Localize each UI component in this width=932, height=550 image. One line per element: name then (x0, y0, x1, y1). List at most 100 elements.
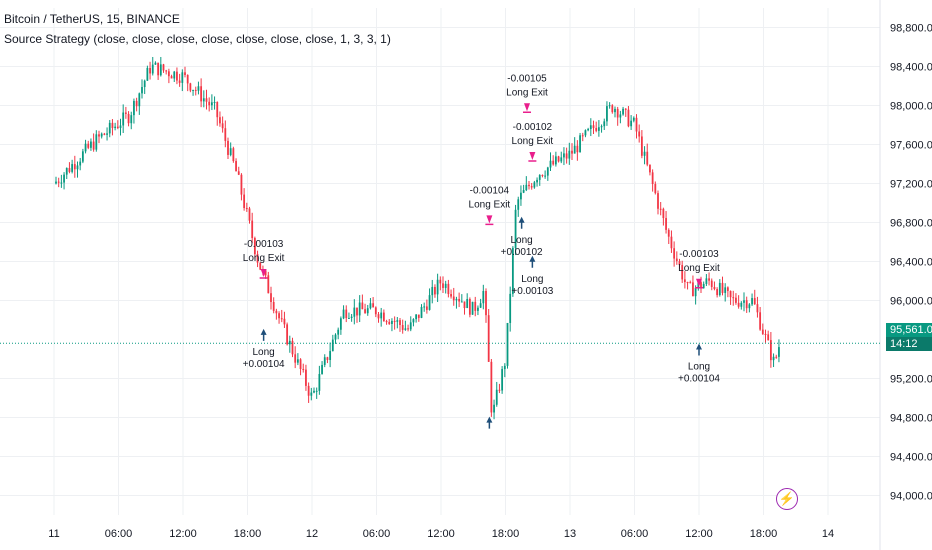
entry-arrow-icon (696, 343, 702, 350)
candle-body (554, 156, 557, 165)
y-tick-label: 98,400.00 (890, 62, 932, 74)
candle-body (189, 83, 192, 91)
candle-body (210, 102, 213, 106)
candle-body (587, 129, 590, 131)
candle-body (627, 109, 630, 127)
candle-body (557, 156, 560, 162)
candle-body (630, 120, 633, 127)
candle-body (237, 171, 240, 175)
candle-body (761, 329, 764, 334)
candle-body (716, 289, 719, 296)
candle-body (95, 134, 98, 150)
candle-body (675, 258, 678, 262)
candle-body (463, 301, 466, 309)
candle-body (748, 304, 751, 309)
current-price-label: 95,561.02 (886, 323, 932, 337)
exit-value: -0.00103 (244, 239, 284, 250)
candle-body (767, 334, 770, 341)
candle-body (240, 174, 243, 195)
candle-body (135, 100, 138, 107)
candle-body (98, 134, 100, 137)
entry-value: +0.00103 (511, 286, 553, 297)
candle-body (270, 293, 272, 303)
x-tick-label: 06:00 (363, 528, 391, 540)
candle-body (361, 302, 364, 310)
x-tick-label: 18:00 (750, 528, 778, 540)
y-tick-label: 96,800.00 (890, 218, 932, 230)
candle-body (439, 279, 442, 284)
candle-body (606, 106, 608, 122)
candle-body (87, 143, 90, 148)
candle-body (73, 164, 76, 170)
candle-body (119, 125, 122, 129)
candle-body (724, 287, 727, 293)
candle-body (528, 184, 530, 187)
candle-body (111, 122, 114, 129)
candle-body (323, 357, 326, 365)
entry-label: Long (521, 274, 543, 285)
candle-body (665, 218, 667, 230)
candle-body (366, 308, 369, 314)
candle-body (245, 208, 248, 210)
candle-body (643, 151, 646, 156)
candle-body (318, 373, 321, 391)
candle-body (71, 164, 74, 172)
candle-body (458, 298, 461, 302)
candle-body (68, 168, 71, 172)
candle-body (63, 174, 65, 183)
exit-value: -0.00104 (470, 185, 510, 196)
candle-body (337, 329, 340, 335)
exit-label: Long Exit (512, 136, 554, 147)
candle-body (667, 229, 670, 237)
candle-body (517, 199, 520, 210)
candle-body (597, 127, 600, 131)
exit-arrow-icon (529, 152, 536, 160)
candle-body (296, 359, 299, 363)
candle-body (84, 143, 87, 152)
candle-body (759, 312, 762, 330)
candle-body (700, 282, 702, 289)
candle-body (264, 270, 267, 276)
candle-body (176, 71, 178, 81)
candle-body (108, 122, 111, 134)
candle-body (331, 339, 334, 352)
x-tick-label: 06:00 (105, 528, 133, 540)
candle-body (694, 287, 697, 297)
candle-body (487, 315, 490, 362)
candle-body (216, 102, 219, 118)
candle-body (106, 133, 108, 135)
candle-body (184, 72, 186, 75)
candle-body (431, 286, 434, 296)
candle-body (549, 160, 552, 168)
candle-body (477, 307, 479, 311)
candle-body (683, 279, 686, 283)
symbol-title[interactable]: Bitcoin / TetherUS, 15, BINANCE (4, 12, 180, 26)
x-tick-label: 11 (48, 528, 59, 540)
candle-body (659, 208, 662, 210)
candle-body (224, 128, 227, 141)
candle-body (573, 145, 576, 154)
candle-body (705, 278, 708, 284)
exit-arrow-icon (524, 103, 530, 112)
candle-body (127, 113, 130, 124)
candle-body (713, 286, 716, 290)
candle-body (202, 98, 205, 102)
exit-value: -0.00103 (679, 249, 719, 260)
candle-body (235, 161, 237, 172)
candle-body (654, 184, 657, 194)
entry-label: Long (253, 347, 275, 358)
candle-body (444, 283, 447, 288)
candle-body (692, 282, 694, 297)
candle-body (632, 117, 635, 121)
candle-body (501, 369, 504, 391)
candle-body (471, 301, 474, 315)
indicator-legend[interactable]: Source Strategy (close, close, close, cl… (4, 32, 391, 46)
candle-body (743, 300, 745, 303)
lightning-icon[interactable]: ⚡ (776, 488, 798, 510)
candle-body (291, 340, 294, 355)
entry-value: +0.00104 (678, 374, 720, 385)
candle-body (124, 112, 127, 114)
candle-body (313, 390, 315, 393)
